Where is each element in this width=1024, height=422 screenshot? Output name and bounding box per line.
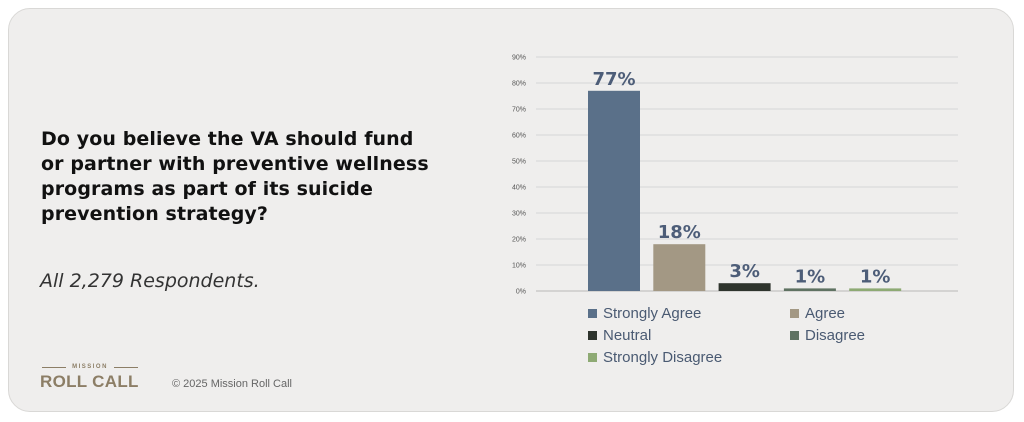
y-tick-label: 70% bbox=[512, 107, 526, 114]
legend-swatch bbox=[588, 331, 597, 340]
legend-item: Disagree bbox=[790, 327, 865, 344]
data-label: 77% bbox=[592, 69, 635, 90]
chart-legend: Strongly Agree Agree Neutral Disagree Strong… bbox=[588, 305, 948, 377]
poll-card bbox=[8, 8, 1014, 412]
bar-neutral bbox=[718, 283, 771, 291]
legend-item: Neutral bbox=[588, 327, 651, 344]
y-tick-label: 50% bbox=[512, 159, 526, 166]
legend-swatch bbox=[790, 309, 799, 318]
y-tick-label: 60% bbox=[512, 133, 526, 140]
bar-strongly-disagree bbox=[849, 288, 902, 291]
copyright: © 2025 Mission Roll Call bbox=[172, 378, 292, 390]
poll-question: Do you believe the VA should fund or par… bbox=[41, 128, 429, 225]
y-tick-label: 30% bbox=[512, 211, 526, 218]
legend-swatch bbox=[790, 331, 799, 340]
y-tick-label: 40% bbox=[512, 185, 526, 192]
legend-item: Strongly Disagree bbox=[588, 349, 722, 366]
mission-roll-call-logo: MISSION ROLL CALL bbox=[40, 364, 142, 394]
y-tick-label: 10% bbox=[512, 263, 526, 270]
bar-disagree bbox=[783, 288, 836, 291]
logo-main-text: ROLL CALL bbox=[40, 372, 139, 391]
legend-label: Agree bbox=[805, 305, 846, 322]
y-tick-label: 80% bbox=[512, 81, 526, 88]
y-tick-label: 90% bbox=[512, 55, 526, 62]
legend-item: Agree bbox=[790, 305, 845, 322]
y-tick-label: 20% bbox=[512, 237, 526, 244]
legend-swatch bbox=[588, 309, 597, 318]
data-label: 3% bbox=[729, 261, 760, 282]
legend-label: Neutral bbox=[603, 327, 652, 344]
logo-rule-right bbox=[114, 367, 138, 368]
y-tick-label: 0% bbox=[516, 289, 526, 296]
data-label: 1% bbox=[795, 266, 826, 287]
logo-top-text: MISSION bbox=[72, 364, 108, 370]
legend-label: Strongly Agree bbox=[603, 305, 702, 322]
legend-label: Strongly Disagree bbox=[603, 349, 723, 366]
bar-agree bbox=[653, 244, 706, 291]
data-label: 18% bbox=[658, 222, 701, 243]
data-label: 1% bbox=[860, 266, 891, 287]
bar-strongly-agree bbox=[588, 90, 640, 291]
respondent-count: All 2,279 Respondents. bbox=[40, 270, 260, 292]
legend-swatch bbox=[588, 353, 597, 362]
legend-label: Disagree bbox=[805, 327, 866, 344]
legend-item: Strongly Agree bbox=[588, 305, 701, 322]
logo-rule-left bbox=[42, 367, 66, 368]
